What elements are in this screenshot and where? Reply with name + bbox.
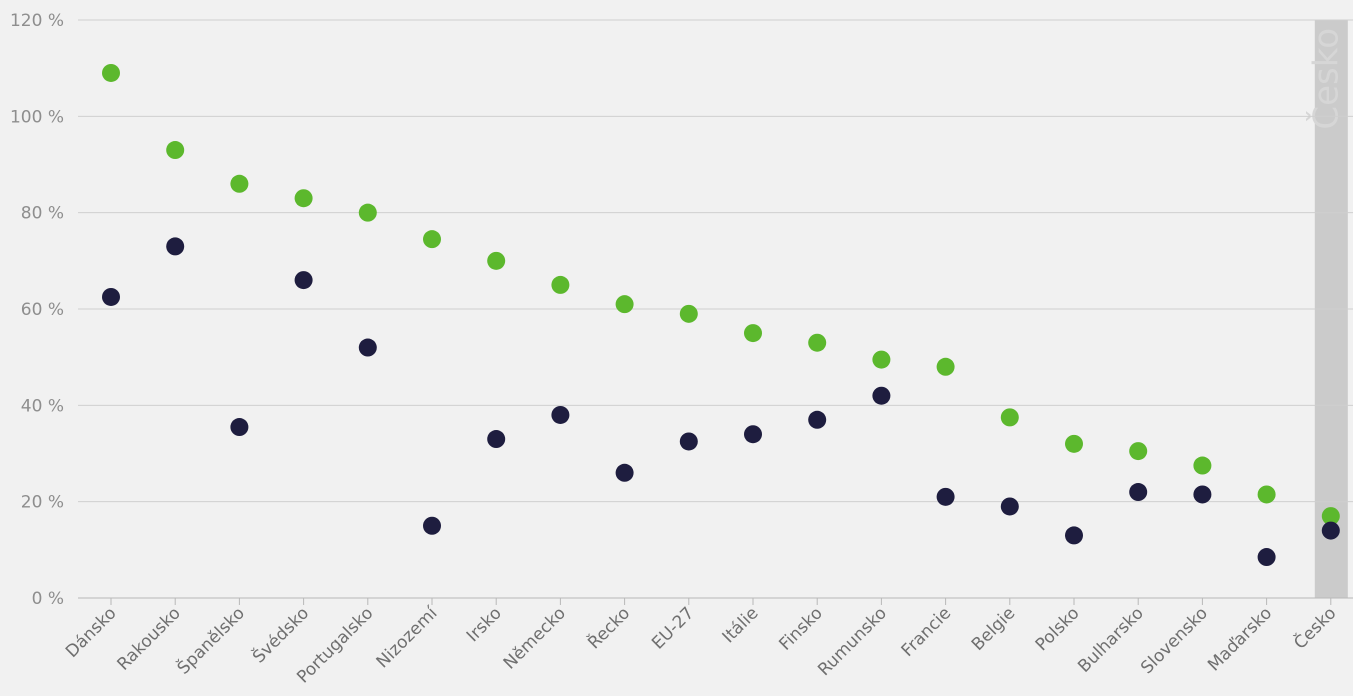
y-tick-label: 40 % — [21, 396, 64, 416]
data-point-dark — [936, 487, 955, 506]
y-tick-label: 0 % — [32, 589, 64, 609]
data-point-green — [1129, 442, 1148, 461]
data-point-green — [936, 357, 955, 376]
data-point-green — [487, 251, 506, 270]
data-point-green — [294, 189, 313, 208]
x-tick-label: Polsko — [1032, 603, 1084, 655]
data-point-green — [230, 174, 249, 193]
data-point-dark — [423, 516, 441, 535]
y-tick-label: 80 % — [21, 204, 64, 224]
highlight-label: Česko — [1306, 28, 1347, 130]
data-point-green — [166, 141, 185, 160]
data-point-green — [1193, 456, 1212, 475]
x-tick-label: Švédsko — [248, 602, 313, 667]
x-tick-label: Řecko — [583, 602, 634, 653]
data-point-dark — [166, 237, 185, 256]
data-point-dark — [1000, 497, 1019, 516]
data-point-dark — [230, 418, 249, 437]
data-point-dark — [102, 287, 120, 306]
data-point-green — [551, 275, 570, 294]
data-point-dark — [615, 463, 634, 482]
data-point-dark — [551, 405, 570, 424]
data-point-dark — [294, 271, 313, 290]
data-point-green — [102, 63, 120, 82]
x-tick-label: Itálie — [719, 603, 763, 647]
x-tick-label: Nizozemí — [373, 602, 443, 672]
x-tick-label: Bulharsko — [1074, 603, 1147, 676]
data-point-green — [358, 203, 377, 222]
x-tick-label: Španělsko — [172, 602, 249, 679]
data-point-dark — [1129, 483, 1148, 502]
data-point-dark — [679, 432, 698, 451]
data-point-green — [1257, 485, 1276, 504]
data-point-green — [679, 304, 698, 323]
x-tick-label: EU-27 — [648, 603, 698, 653]
y-tick-label: 20 % — [21, 493, 64, 513]
x-tick-label: Finsko — [775, 603, 826, 654]
x-tick-label: Česko — [1289, 602, 1340, 653]
x-tick-label: Maďarsko — [1204, 603, 1276, 675]
x-tick-label: Irsko — [463, 603, 506, 646]
y-tick-label: 60 % — [21, 300, 64, 320]
data-point-dark — [358, 338, 377, 357]
data-point-green — [615, 295, 634, 314]
x-tick-label: Německo — [500, 603, 570, 673]
data-point-green — [808, 333, 827, 352]
data-point-dark — [487, 430, 506, 449]
data-point-dark — [872, 386, 891, 405]
data-point-dark — [1065, 526, 1083, 545]
x-tick-label: Francie — [898, 603, 955, 660]
data-point-dark — [744, 425, 762, 444]
data-point-green — [1065, 434, 1083, 453]
data-point-dark — [1321, 521, 1340, 540]
data-point-green — [1000, 408, 1019, 427]
data-point-dark — [1193, 485, 1212, 504]
y-tick-label: 120 % — [10, 11, 64, 31]
data-point-green — [423, 230, 441, 249]
data-point-dark — [1257, 548, 1276, 567]
x-tick-label: Belgie — [968, 603, 1019, 654]
data-point-dark — [808, 410, 827, 429]
x-tick-label: Rumunsko — [814, 603, 891, 680]
x-tick-label: Dánsko — [62, 603, 121, 662]
y-tick-label: 100 % — [10, 107, 64, 127]
data-point-green — [1321, 507, 1340, 526]
x-tick-label: Slovensko — [1137, 603, 1212, 678]
data-point-green — [872, 350, 891, 369]
data-point-green — [744, 324, 762, 343]
